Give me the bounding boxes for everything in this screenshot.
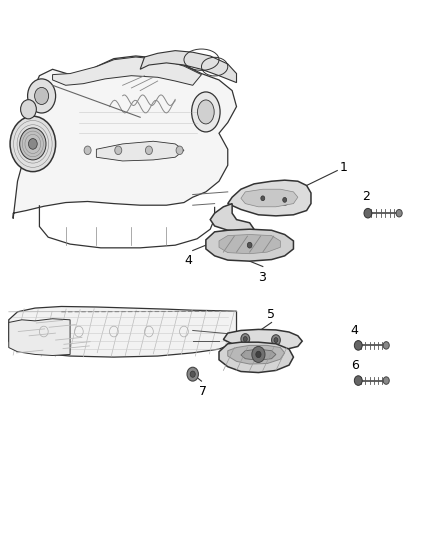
Circle shape: [383, 377, 389, 384]
Circle shape: [84, 146, 91, 155]
Polygon shape: [241, 189, 298, 207]
Circle shape: [396, 209, 402, 217]
Circle shape: [145, 146, 152, 155]
Circle shape: [21, 100, 36, 119]
Polygon shape: [210, 204, 254, 232]
Circle shape: [247, 243, 252, 248]
Circle shape: [274, 338, 278, 343]
Polygon shape: [219, 235, 280, 254]
Text: 7: 7: [199, 385, 207, 398]
Circle shape: [354, 376, 362, 385]
Polygon shape: [96, 141, 184, 161]
Circle shape: [272, 335, 280, 345]
Circle shape: [35, 87, 49, 104]
Polygon shape: [9, 306, 237, 357]
Polygon shape: [219, 342, 293, 373]
Polygon shape: [223, 329, 302, 351]
Circle shape: [258, 193, 267, 204]
Circle shape: [383, 342, 389, 349]
Text: 6: 6: [351, 359, 359, 372]
Circle shape: [190, 371, 195, 377]
Circle shape: [252, 346, 265, 362]
Text: 3: 3: [258, 271, 266, 284]
Circle shape: [176, 146, 183, 155]
Ellipse shape: [198, 100, 214, 124]
Polygon shape: [241, 349, 276, 360]
Circle shape: [115, 146, 122, 155]
Circle shape: [261, 196, 265, 201]
Polygon shape: [206, 229, 293, 261]
Circle shape: [244, 337, 247, 342]
Text: 4: 4: [351, 324, 359, 337]
Polygon shape: [140, 51, 237, 83]
Text: 1: 1: [339, 161, 347, 174]
Circle shape: [187, 367, 198, 381]
Circle shape: [20, 128, 46, 160]
Circle shape: [244, 239, 255, 252]
Circle shape: [28, 79, 56, 113]
Polygon shape: [13, 56, 237, 219]
Polygon shape: [228, 180, 311, 216]
Polygon shape: [53, 57, 201, 85]
Polygon shape: [228, 345, 285, 364]
Circle shape: [364, 208, 372, 218]
Circle shape: [354, 341, 362, 350]
Polygon shape: [9, 319, 70, 356]
Ellipse shape: [191, 92, 220, 132]
Text: 4: 4: [184, 254, 192, 267]
Circle shape: [28, 139, 37, 149]
Circle shape: [280, 195, 289, 205]
Circle shape: [10, 116, 56, 172]
Circle shape: [283, 197, 286, 203]
Circle shape: [241, 334, 250, 344]
Text: 5: 5: [267, 308, 275, 321]
Text: 2: 2: [362, 190, 370, 203]
Circle shape: [256, 351, 261, 358]
